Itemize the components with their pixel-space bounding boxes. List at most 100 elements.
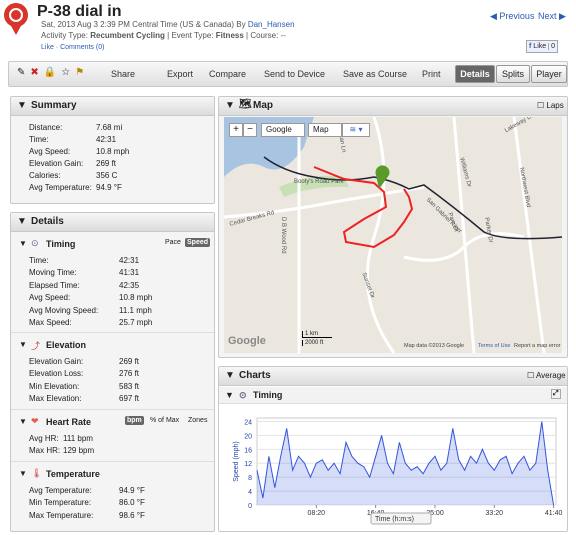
layers[interactable]: ≋ ▾ <box>342 123 370 137</box>
chart-title: Timing <box>253 390 283 400</box>
row-label: Moving Time: <box>29 268 77 278</box>
details-panel: ▼ Details ▼ ⊙ Timing Pace Speed Time: 42:31 Movin… <box>10 212 215 532</box>
fb-count: 0 <box>548 43 555 50</box>
tab[interactable]: Player <box>531 65 567 83</box>
divider <box>11 332 214 333</box>
x-tick-label: 08:20 <box>308 510 326 517</box>
option[interactable]: Speed <box>185 238 211 247</box>
previous[interactable]: ◀ Previous <box>490 11 535 21</box>
laps[interactable]: ☐ Laps <box>537 101 564 110</box>
label: Activity Type: <box>41 31 88 40</box>
author[interactable]: Dan_Hansen <box>247 20 295 29</box>
map-canvas <box>224 117 562 353</box>
row-label: Elevation Loss: <box>29 369 84 379</box>
fb-like[interactable]: f Like 0 <box>526 40 558 53</box>
toolbar-button[interactable]: Save as Course <box>343 69 408 79</box>
toolbar-button[interactable]: Print <box>422 69 441 79</box>
section-toggle: ▼ <box>19 239 27 248</box>
y-tick-label: 24 <box>244 419 252 426</box>
map-view[interactable]: Map <box>308 123 342 137</box>
toolbar: ✎✖🔒☆⚑ Share Export Compare Send to Device Sa… <box>8 61 568 87</box>
summary-panel: ▼ Summary Distance: 7.68 mi Time: 42:31 Avg Sp… <box>10 96 215 204</box>
zoom-in[interactable]: + <box>229 123 243 137</box>
row-label: Time: <box>29 135 49 144</box>
next-label: Next <box>538 11 557 21</box>
value: Recumbent Cycling <box>90 31 165 40</box>
attribution: Map data ©2013 Google <box>404 343 465 349</box>
option[interactable]: Pace <box>165 239 181 246</box>
row-value: 697 ft <box>119 394 140 404</box>
panel-title: Details <box>31 216 64 227</box>
row-value: 11.1 mph <box>119 305 152 315</box>
previous-label: Previous <box>499 11 535 21</box>
toolbar-button[interactable]: Share <box>111 69 136 79</box>
zoom-out[interactable]: − <box>243 123 257 137</box>
toolbar-button[interactable]: Export <box>167 69 194 79</box>
icon-buttons[interactable]: ✎✖🔒☆⚑ <box>17 67 90 78</box>
row-value: 583 ft <box>119 381 140 391</box>
row-label: Avg Temperature: <box>29 183 92 192</box>
x-axis-select[interactable] <box>370 512 432 525</box>
map: Booty's Road Park Cedar Breaks Rd D B Wood… <box>224 117 562 353</box>
section-toggle: ▼ <box>19 417 27 426</box>
row-label: Elevation Gain: <box>29 159 84 168</box>
row-value: 42:31 <box>119 256 140 265</box>
average-label: Average <box>535 371 566 380</box>
date-line: Sat, 2013 Aug 3 2:39 PM Central Time (US… <box>41 20 295 29</box>
row-value: 10.8 mph <box>119 293 153 303</box>
like-link[interactable]: Like <box>41 44 54 51</box>
row-value: 94.9 °F <box>96 183 122 192</box>
next[interactable]: Next ▶ <box>538 11 566 21</box>
section-icon: ⊙ <box>31 238 39 248</box>
row-value: 42:31 <box>96 135 117 144</box>
activity-line: Activity Type: Recumbent Cycling | Event… <box>41 31 286 40</box>
option[interactable]: % of Max <box>150 417 180 424</box>
divider <box>11 409 214 410</box>
tab[interactable]: Details <box>455 65 495 83</box>
option[interactable]: Zones <box>188 417 208 424</box>
value: Fitness <box>215 31 244 40</box>
row-label: Calories: <box>29 171 61 180</box>
report[interactable]: Report a map error <box>514 343 561 349</box>
row-value: 94.9 °F <box>119 486 145 495</box>
google-logo: Google <box>228 335 266 347</box>
section-title: Timing <box>46 239 76 249</box>
label: Event Type: <box>171 31 214 40</box>
average[interactable]: ☐ Average <box>527 371 566 380</box>
toolbar-button[interactable]: Compare <box>209 69 247 79</box>
row-value: 42:35 <box>119 280 140 290</box>
panel-title: Charts <box>239 370 271 381</box>
label: Course: <box>250 31 279 40</box>
panel-header: ▼ Charts ☐ Average <box>219 367 567 386</box>
row-label: Time: <box>29 256 49 265</box>
panel-header: ▼ Details <box>11 213 214 232</box>
section-icon: ❤ <box>31 416 39 426</box>
option[interactable]: bpm <box>125 416 144 425</box>
y-tick-label: 16 <box>244 447 252 454</box>
comments-link[interactable]: Comments (0) <box>60 44 105 51</box>
row-value: 86.0 °F <box>119 498 145 508</box>
row-value: 111 bpm <box>63 434 93 443</box>
map-label: D B Wood Rd <box>280 217 286 254</box>
row-value: 41:31 <box>119 268 140 278</box>
tab[interactable]: Splits <box>496 65 530 83</box>
scale-km: 1 km <box>302 331 333 338</box>
row-value: 356 C <box>96 171 118 180</box>
row-value: 269 ft <box>96 159 117 168</box>
y-tick-label: 0 <box>248 503 252 510</box>
terms[interactable]: Terms of Use <box>478 343 511 349</box>
fb-like-label: Like <box>533 43 547 50</box>
section-title: Heart Rate <box>46 417 92 427</box>
section-icon: ⤴ <box>31 341 41 351</box>
y-tick-label: 4 <box>248 489 252 496</box>
speed-line <box>256 421 555 506</box>
row-value: 276 ft <box>119 369 140 379</box>
map-label: Booty's Road Park <box>294 179 344 185</box>
value: -- <box>280 31 286 40</box>
toolbar-button[interactable]: Send to Device <box>264 69 326 79</box>
row-value: 7.68 mi <box>96 123 123 132</box>
expand[interactable]: ⤢ <box>551 389 561 399</box>
panel-header: ▼ Summary <box>11 97 214 116</box>
social: Like · Comments (0) <box>41 44 105 51</box>
map-type[interactable]: Google <box>261 123 305 137</box>
